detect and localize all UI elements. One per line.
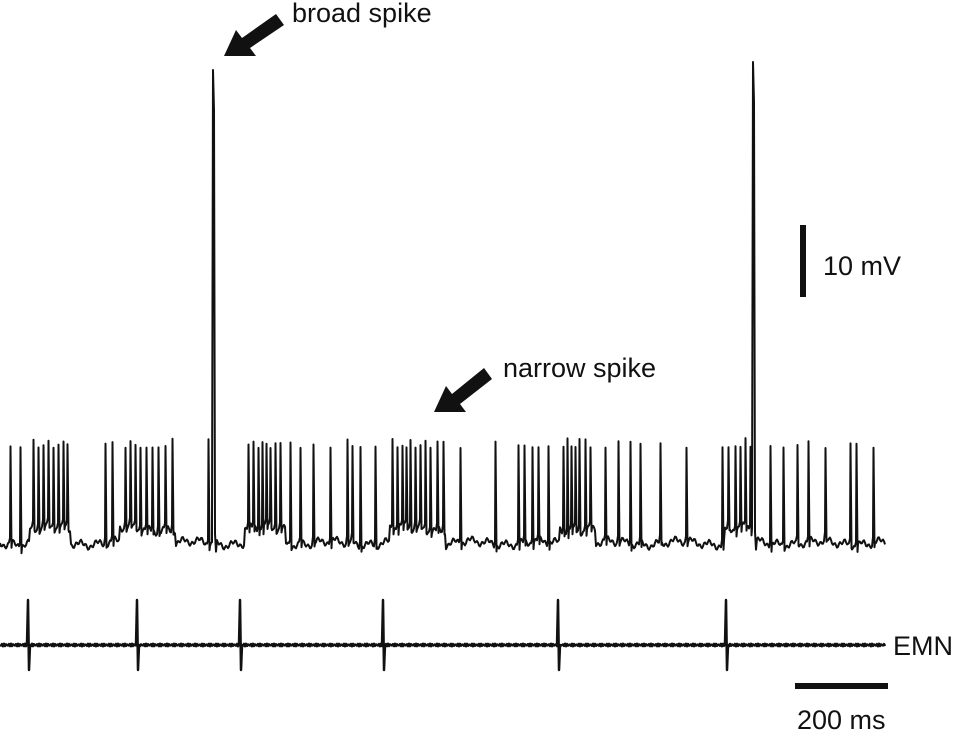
emn-trace xyxy=(0,598,887,672)
arrow xyxy=(434,368,492,412)
annotation: broad spike xyxy=(292,0,432,28)
arrow xyxy=(224,14,284,56)
annotation: narrow spike xyxy=(503,353,656,383)
scale-label: 200 ms xyxy=(797,705,886,735)
trace-label: EMN xyxy=(893,631,953,661)
scale-label: 10 mV xyxy=(823,251,901,281)
intracellular-trace xyxy=(0,61,886,555)
